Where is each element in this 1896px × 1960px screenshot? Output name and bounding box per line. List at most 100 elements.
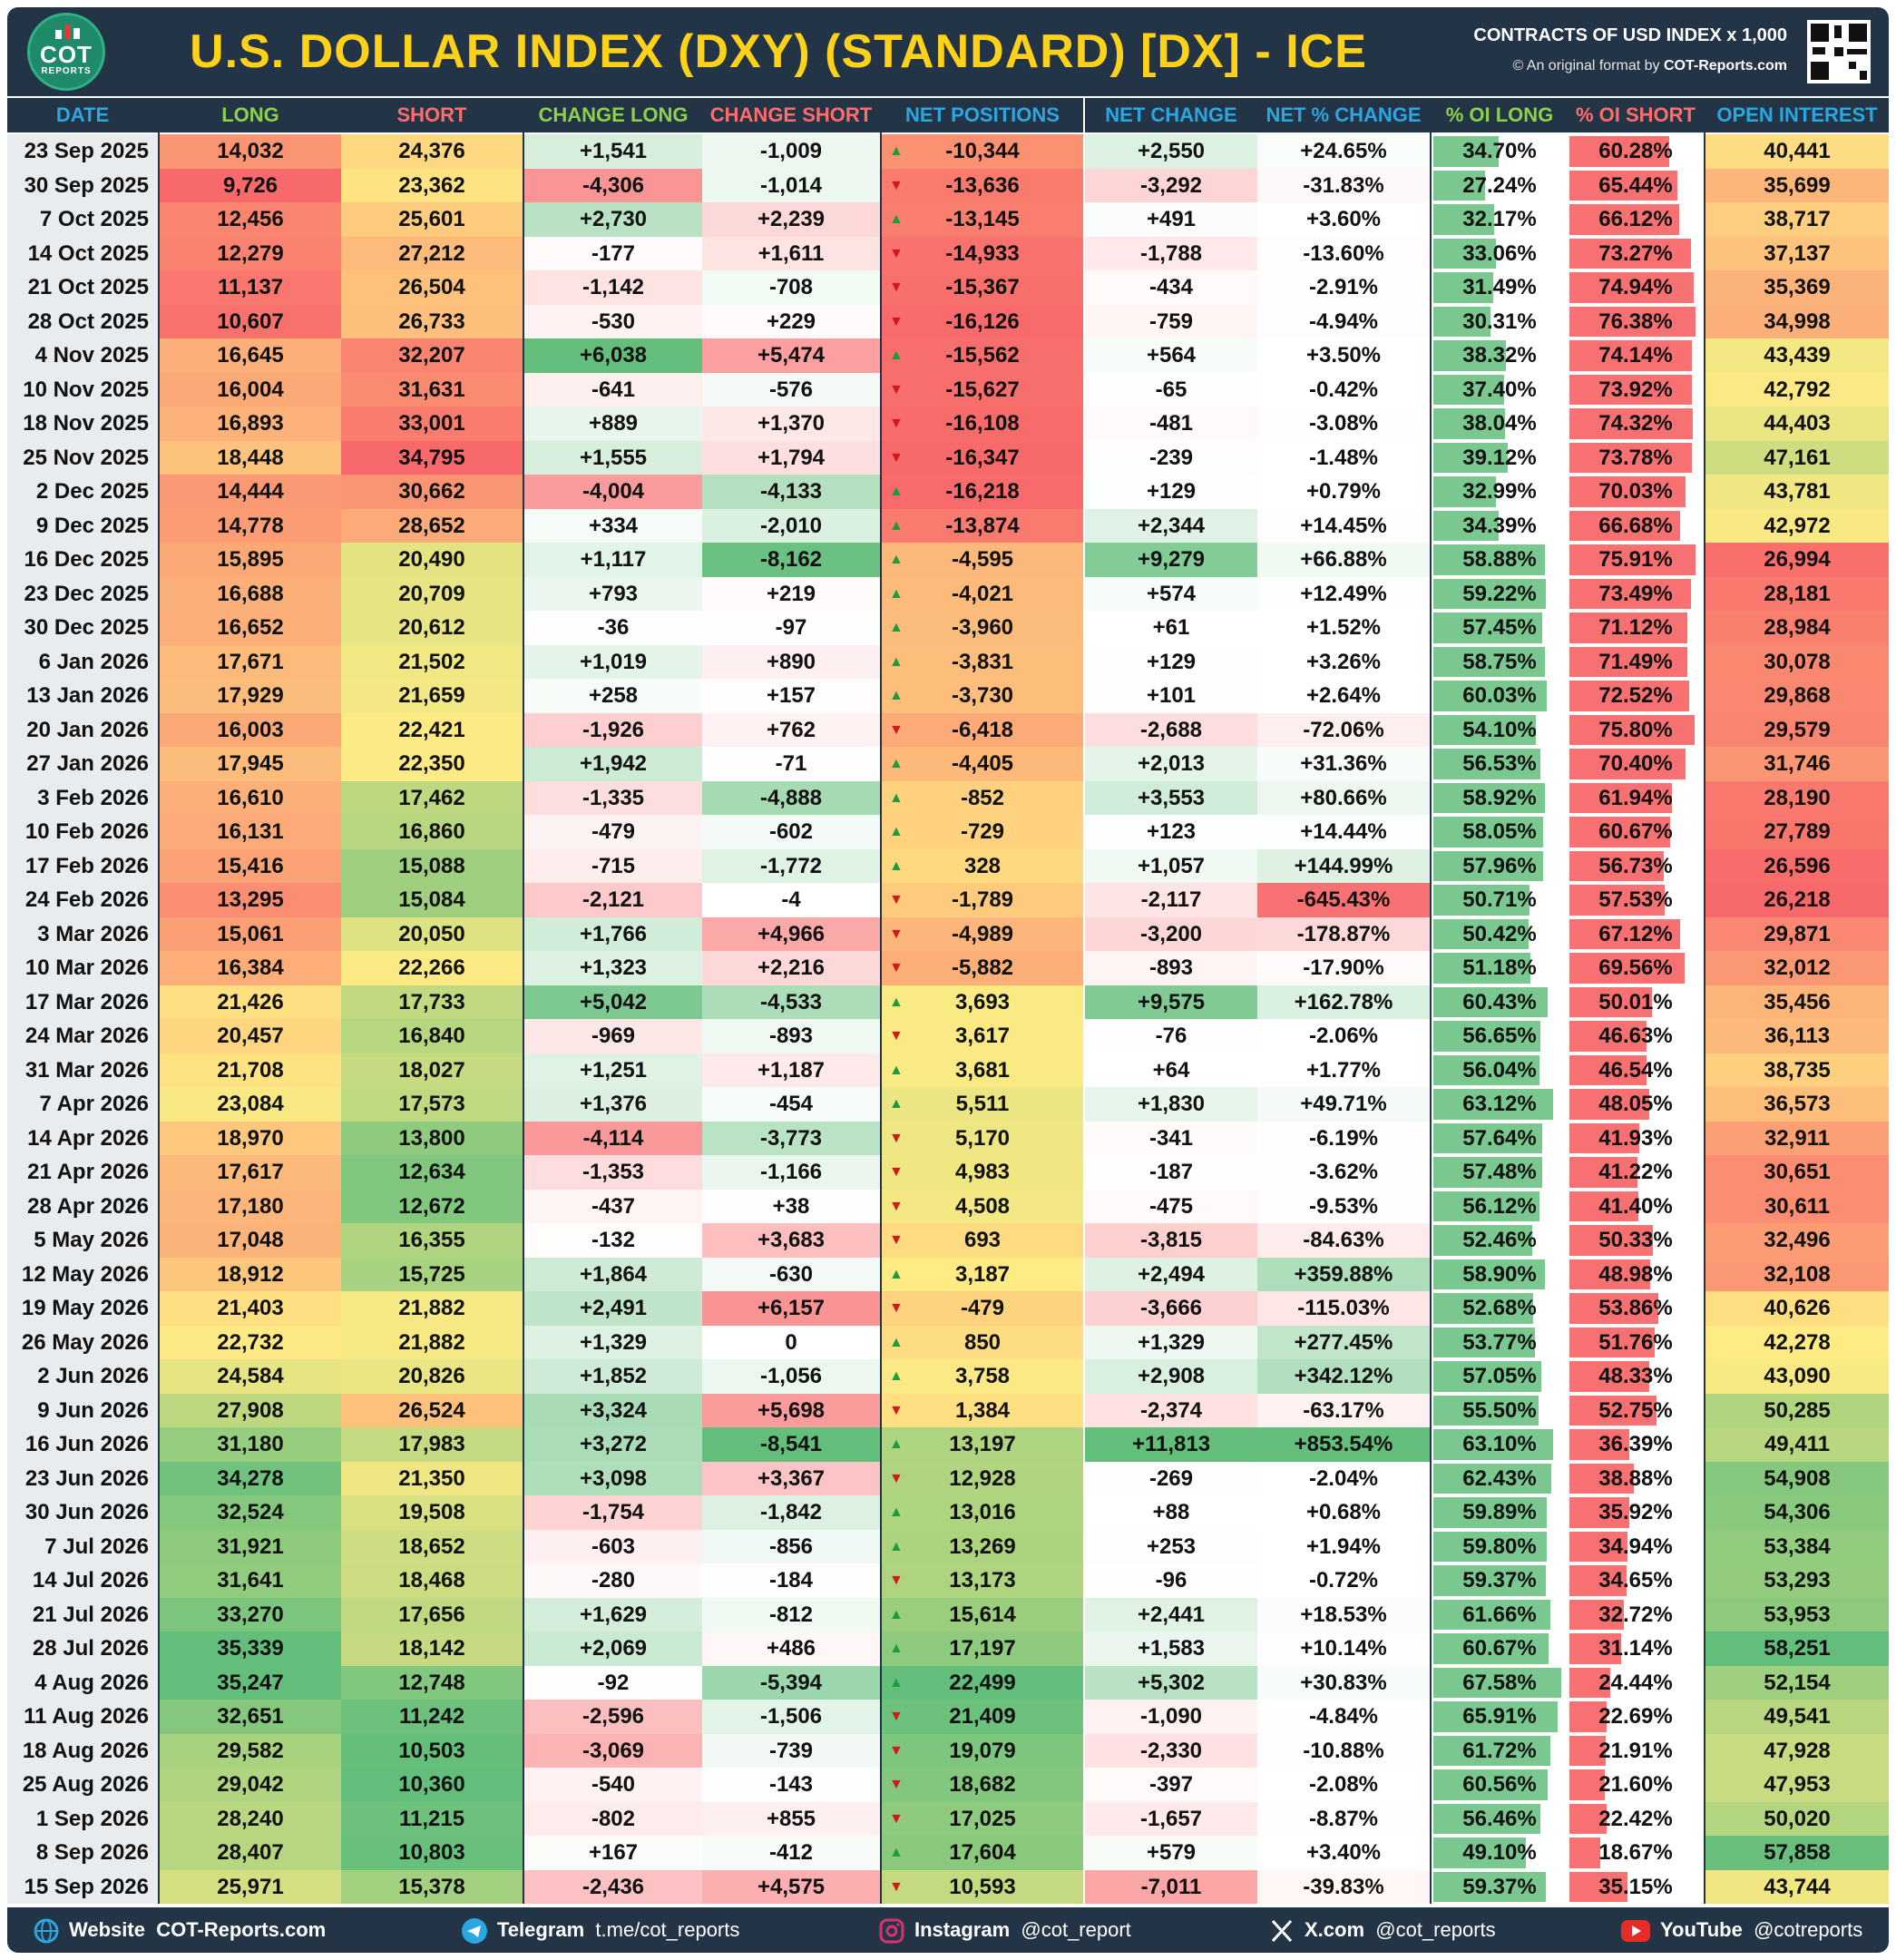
net-change-cell: +1,830 <box>1085 1087 1257 1122</box>
long-cell: 12,456 <box>160 202 341 237</box>
oi-long-cell: 61.72% <box>1462 1738 1537 1763</box>
short-cell: 10,503 <box>341 1733 523 1768</box>
down-arrow-icon: ▼ <box>889 1300 904 1316</box>
oi-short-bar <box>1569 1089 1649 1120</box>
change-short-cell: -812 <box>702 1597 880 1632</box>
net-change-cell: -397 <box>1085 1768 1257 1802</box>
date-cell: 21 Jul 2026 <box>7 1597 158 1632</box>
open-interest-cell: 43,744 <box>1705 1869 1889 1904</box>
short-cell: 18,142 <box>341 1632 523 1666</box>
oi-short-cell: 22.42% <box>1598 1806 1673 1831</box>
oi-short-bar <box>1569 850 1664 881</box>
oi-short-bar <box>1569 170 1677 201</box>
open-interest-cell: 43,090 <box>1705 1359 1889 1394</box>
short-cell: 15,084 <box>341 883 523 917</box>
footer-youtube[interactable]: YouTube @cotreports <box>1620 1907 1862 1953</box>
change-long-cell: -603 <box>524 1529 702 1563</box>
long-cell: 17,945 <box>160 747 341 781</box>
cot-reports-logo: COT REPORTS <box>27 13 105 91</box>
net-pct-change-cell: +1.77% <box>1257 1053 1430 1087</box>
open-interest-cell: 43,439 <box>1705 338 1889 373</box>
change-short-cell: -4,133 <box>702 475 880 509</box>
short-cell: 30,662 <box>341 475 523 509</box>
short-cell: 17,733 <box>341 985 523 1019</box>
change-short-cell: -412 <box>702 1836 880 1870</box>
date-cell: 17 Mar 2026 <box>7 985 158 1019</box>
long-cell: 32,524 <box>160 1495 341 1530</box>
net-pct-change-cell: +144.99% <box>1257 848 1430 883</box>
oi-short-cell: 57.53% <box>1598 887 1673 912</box>
oi-long-bar <box>1433 1225 1532 1256</box>
date-cell: 28 Oct 2025 <box>7 304 158 338</box>
change-long-cell: -1,754 <box>524 1495 702 1530</box>
net-pct-change-cell: -72.06% <box>1257 712 1430 747</box>
oi-long-cell: 31.49% <box>1462 275 1537 299</box>
up-arrow-icon: ▲ <box>889 653 904 670</box>
footer-bar: Website COT-Reports.com Telegram t.me/co… <box>7 1907 1889 1953</box>
change-long-cell: -802 <box>524 1801 702 1836</box>
date-cell: 23 Sep 2025 <box>7 134 158 169</box>
open-interest-cell: 54,306 <box>1705 1495 1889 1530</box>
up-arrow-icon: ▲ <box>889 1096 904 1112</box>
net-pct-change-cell: -6.19% <box>1257 1121 1430 1155</box>
oi-long-cell: 58.05% <box>1462 819 1537 844</box>
oi-long-bar <box>1433 817 1543 848</box>
change-short-cell: -893 <box>702 1019 880 1054</box>
net-position-cell: -14,933 ▼ <box>882 236 1083 270</box>
change-long-cell: +1,541 <box>524 134 702 169</box>
down-arrow-icon: ▼ <box>889 313 904 329</box>
change-long-cell: +3,324 <box>524 1393 702 1427</box>
net-pct-change-cell: +24.65% <box>1257 134 1430 169</box>
up-arrow-icon: ▲ <box>889 858 904 874</box>
oi-short-cell: 75.80% <box>1598 717 1673 742</box>
net-change-cell: +1,583 <box>1085 1632 1257 1666</box>
change-short-cell: +1,187 <box>702 1053 880 1087</box>
change-short-cell: -4,888 <box>702 780 880 815</box>
oi-short-cell: 35.92% <box>1598 1500 1673 1524</box>
globe-icon <box>34 1918 59 1944</box>
net-position-cell: -4,595 ▲ <box>882 543 1083 577</box>
open-interest-cell: 42,792 <box>1705 372 1889 407</box>
net-position-cell: 4,983 ▼ <box>882 1155 1083 1190</box>
date-cell: 6 Jan 2026 <box>7 644 158 679</box>
oi-short-bar <box>1569 1021 1647 1052</box>
oi-long-cell: 59.37% <box>1462 1874 1537 1899</box>
oi-long-bar <box>1433 1701 1558 1732</box>
long-cell: 17,180 <box>160 1189 341 1223</box>
oi-short-bar <box>1569 714 1695 745</box>
oi-short-cell: 67.12% <box>1598 921 1673 946</box>
net-change-cell: -3,292 <box>1085 168 1257 202</box>
open-interest-cell: 32,108 <box>1705 1257 1889 1291</box>
oi-short-bar <box>1569 1838 1600 1868</box>
change-long-cell: -2,436 <box>524 1869 702 1904</box>
logo-text: COT <box>40 41 93 68</box>
oi-short-bar <box>1569 1361 1649 1392</box>
footer-instagram[interactable]: Instagram @cot_report <box>878 1907 1131 1953</box>
up-arrow-icon: ▲ <box>889 1641 904 1656</box>
oi-long-bar <box>1433 1667 1561 1698</box>
net-change-cell: -475 <box>1085 1189 1257 1223</box>
change-short-cell: +4,966 <box>702 916 880 951</box>
change-short-cell: -71 <box>702 747 880 781</box>
footer-website[interactable]: Website COT-Reports.com <box>33 1907 326 1953</box>
oi-long-bar <box>1433 1054 1539 1085</box>
qr-code-icon <box>1807 20 1871 83</box>
footer-telegram[interactable]: Telegram t.me/cot_reports <box>461 1907 739 1953</box>
net-change-cell: +564 <box>1085 338 1257 373</box>
change-long-cell: -36 <box>524 611 702 645</box>
net-change-cell: +3,553 <box>1085 780 1257 815</box>
long-cell: 16,688 <box>160 576 341 611</box>
net-change-cell: +574 <box>1085 576 1257 611</box>
change-long-cell: +2,730 <box>524 202 702 237</box>
change-long-cell: +3,272 <box>524 1427 702 1462</box>
net-position-cell: -5,882 ▼ <box>882 951 1083 985</box>
footer-x[interactable]: X.com @cot_reports <box>1268 1907 1496 1953</box>
column-header-chg-long: CHANGE LONG <box>524 98 702 132</box>
net-change-cell: +491 <box>1085 202 1257 237</box>
date-cell: 14 Apr 2026 <box>7 1121 158 1155</box>
net-pct-change-cell: +277.45% <box>1257 1325 1430 1359</box>
open-interest-cell: 32,911 <box>1705 1121 1889 1155</box>
change-short-cell: +762 <box>702 712 880 747</box>
change-short-cell: -454 <box>702 1087 880 1122</box>
